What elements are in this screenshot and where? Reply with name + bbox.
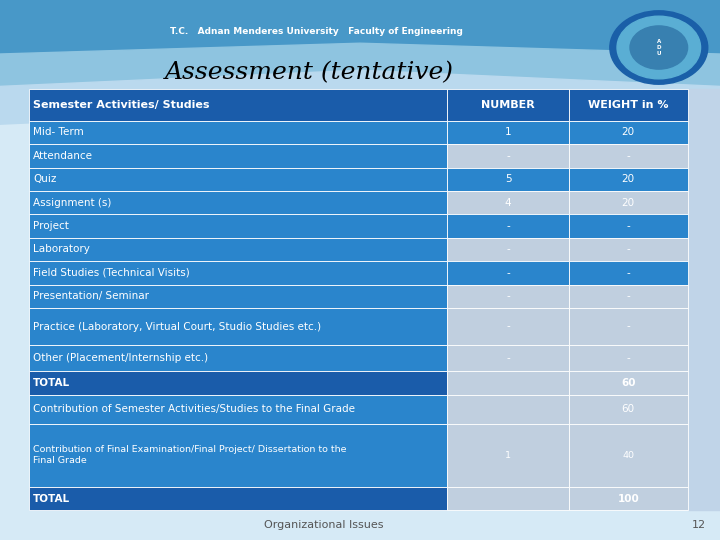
Bar (447, 144, 569, 167)
Bar (569, 423, 688, 487)
Bar (29, 285, 447, 308)
Text: T.C.   Adnan Menderes University   Faculty of Engineering: T.C. Adnan Menderes University Faculty o… (171, 27, 463, 36)
Text: 20: 20 (622, 174, 635, 184)
Bar (29, 144, 447, 167)
Bar (569, 285, 688, 308)
Bar (569, 191, 688, 214)
Bar (29, 423, 447, 487)
Text: 4: 4 (505, 198, 511, 208)
Bar (29, 261, 447, 285)
Text: Assignment (s): Assignment (s) (33, 198, 112, 208)
Bar (569, 89, 688, 121)
Text: Practice (Laboratory, Virtual Court, Studio Studies etc.): Practice (Laboratory, Virtual Court, Stu… (33, 321, 321, 332)
Text: 100: 100 (618, 494, 639, 504)
Bar (29, 121, 447, 144)
Text: 5: 5 (505, 174, 511, 184)
Bar (29, 191, 447, 214)
Text: NUMBER: NUMBER (481, 100, 535, 110)
Text: -: - (506, 151, 510, 161)
Bar (447, 395, 569, 423)
Text: Presentation/ Seminar: Presentation/ Seminar (33, 291, 149, 301)
Bar (569, 214, 688, 238)
Bar (569, 308, 688, 345)
Bar (569, 144, 688, 167)
Text: Field Studies (Technical Visits): Field Studies (Technical Visits) (33, 268, 190, 278)
Bar (447, 214, 569, 238)
Text: 60: 60 (621, 378, 636, 388)
Text: -: - (626, 353, 630, 363)
Bar (29, 167, 447, 191)
Bar (447, 191, 569, 214)
Text: -: - (506, 291, 510, 301)
Circle shape (630, 26, 688, 69)
Text: Project: Project (33, 221, 69, 231)
Bar (447, 121, 569, 144)
Bar (447, 238, 569, 261)
Bar (569, 238, 688, 261)
Text: Other (Placement/Internship etc.): Other (Placement/Internship etc.) (33, 353, 208, 363)
Bar (688, 89, 720, 510)
Bar (447, 487, 569, 510)
Text: 20: 20 (622, 198, 635, 208)
Text: Semester Activities/ Studies: Semester Activities/ Studies (33, 100, 210, 110)
Bar (29, 372, 447, 395)
Bar (447, 167, 569, 191)
Bar (569, 487, 688, 510)
Text: Laboratory: Laboratory (33, 245, 90, 254)
Bar (569, 395, 688, 423)
Text: 1: 1 (505, 451, 511, 460)
Text: -: - (626, 151, 630, 161)
Bar (29, 487, 447, 510)
Bar (569, 372, 688, 395)
Circle shape (610, 11, 708, 84)
Text: Quiz: Quiz (33, 174, 56, 184)
Text: TOTAL: TOTAL (33, 494, 71, 504)
Text: -: - (506, 268, 510, 278)
Bar (447, 89, 569, 121)
Bar (29, 238, 447, 261)
Text: Mid- Term: Mid- Term (33, 127, 84, 138)
Text: 12: 12 (691, 520, 706, 530)
Text: -: - (626, 268, 630, 278)
Text: Contribution of Semester Activities/Studies to the Final Grade: Contribution of Semester Activities/Stud… (33, 404, 355, 414)
Bar (447, 423, 569, 487)
Text: Organizational Issues: Organizational Issues (264, 520, 384, 530)
Circle shape (617, 16, 701, 79)
Bar (29, 345, 447, 372)
Text: 1: 1 (505, 127, 511, 138)
Bar (29, 89, 447, 121)
Text: Attendance: Attendance (33, 151, 93, 161)
Bar (569, 167, 688, 191)
Bar (0, 0, 720, 65)
Text: -: - (626, 221, 630, 231)
Text: -: - (626, 321, 630, 332)
Text: 40: 40 (622, 451, 634, 460)
Bar (29, 395, 447, 423)
Text: -: - (506, 245, 510, 254)
Text: Assessment (tentative): Assessment (tentative) (165, 62, 454, 84)
Bar (447, 308, 569, 345)
Text: -: - (506, 221, 510, 231)
Text: -: - (506, 353, 510, 363)
Bar (447, 285, 569, 308)
Text: Contribution of Final Examination/Final Project/ Dissertation to the
Final Grade: Contribution of Final Examination/Final … (33, 445, 346, 465)
Bar (569, 261, 688, 285)
Text: -: - (506, 321, 510, 332)
Bar (447, 345, 569, 372)
Text: TOTAL: TOTAL (33, 378, 71, 388)
Text: WEIGHT in %: WEIGHT in % (588, 100, 669, 110)
Text: 60: 60 (622, 404, 635, 414)
Bar (447, 261, 569, 285)
Bar (29, 214, 447, 238)
Text: -: - (626, 291, 630, 301)
Bar (447, 372, 569, 395)
Text: 20: 20 (622, 127, 635, 138)
Bar (569, 345, 688, 372)
Bar (29, 308, 447, 345)
Bar (569, 121, 688, 144)
Text: -: - (626, 245, 630, 254)
Text: A
D
U: A D U (657, 39, 661, 56)
